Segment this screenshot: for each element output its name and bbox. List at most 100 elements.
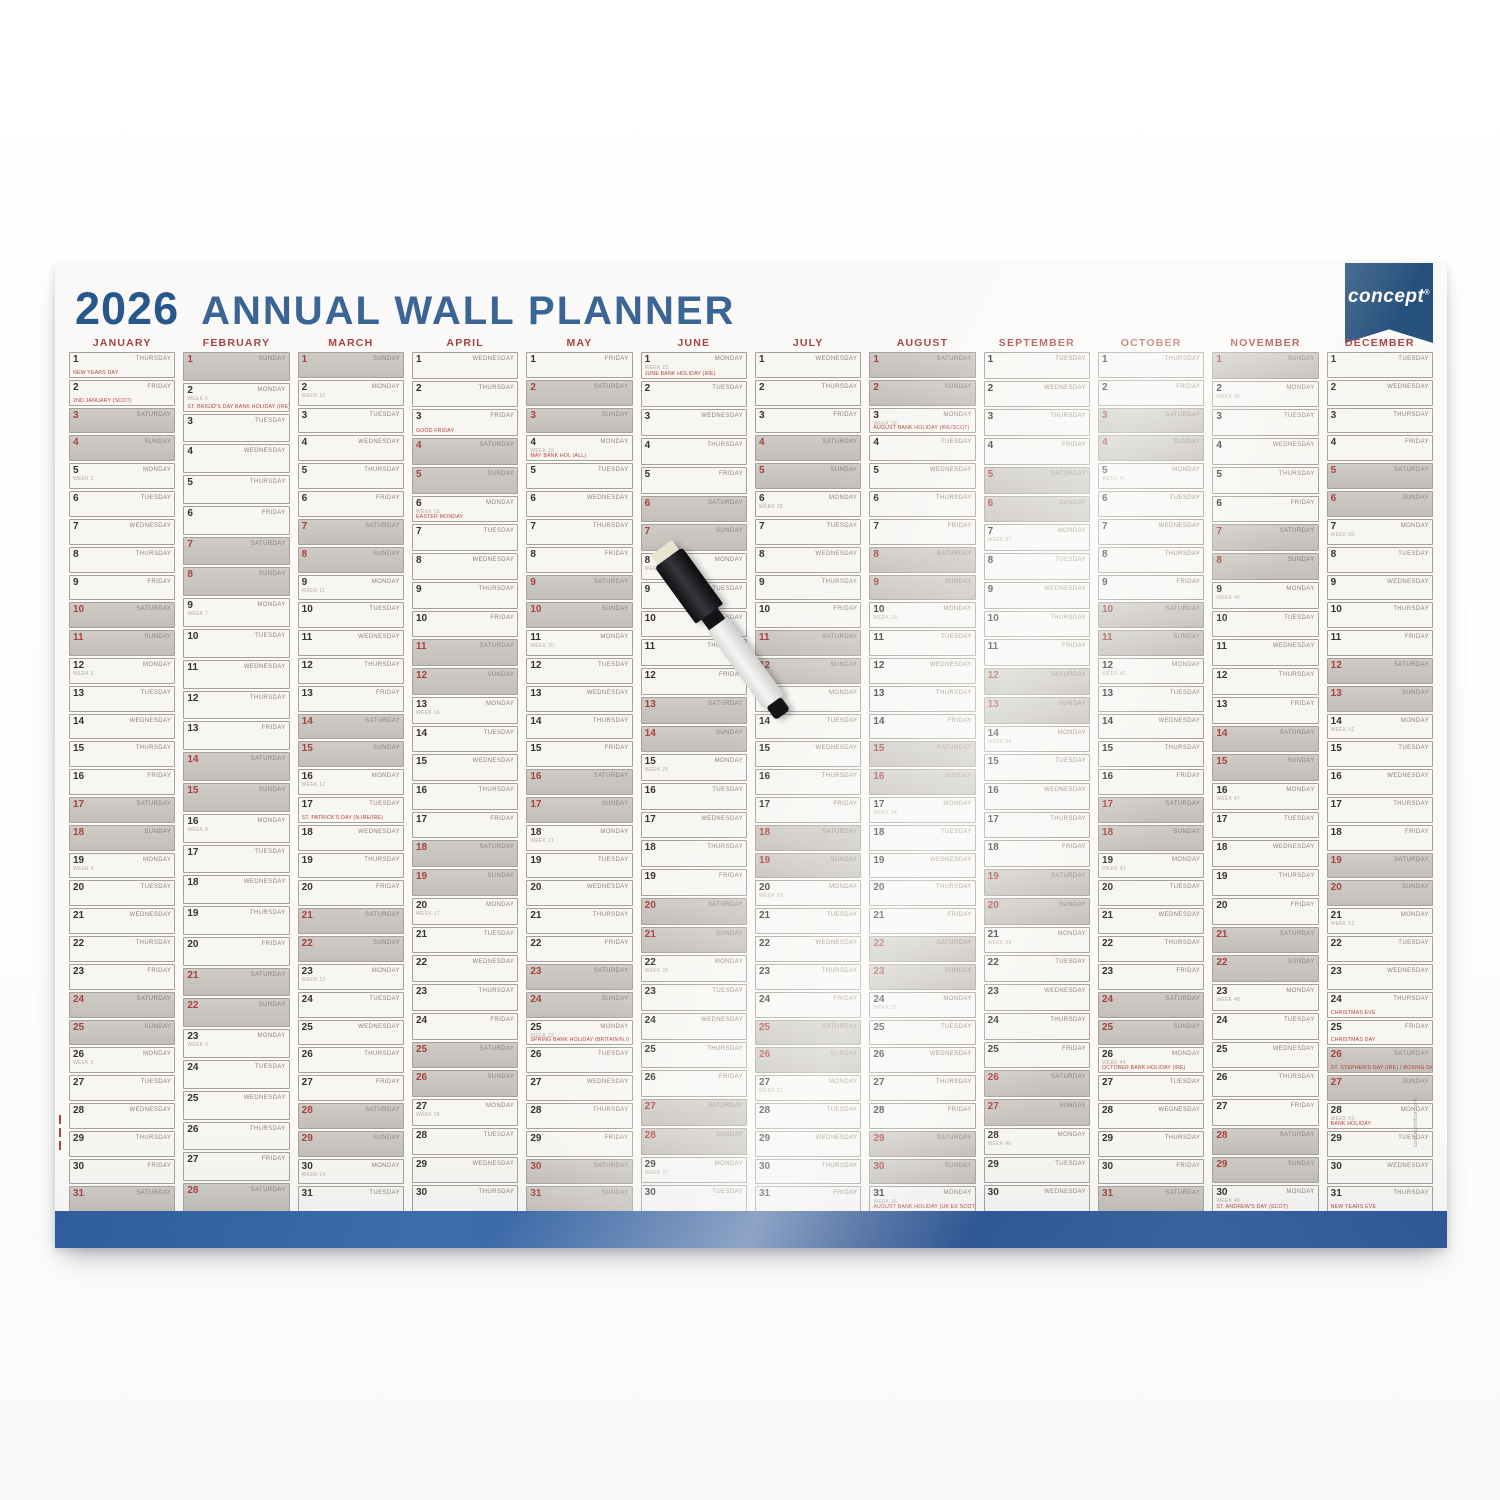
- day-cell: 30 TUESDAY: [640, 1185, 747, 1213]
- day-name: TUESDAY: [1283, 1016, 1315, 1023]
- day-name: MONDAY: [257, 602, 286, 609]
- week-number: WEEK 19: [530, 448, 555, 455]
- day-cell: 21 FRIDAY: [869, 908, 976, 935]
- day-name: SUNDAY: [373, 940, 400, 947]
- day-number: 13: [873, 687, 885, 699]
- week-number: WEEK 47: [1216, 796, 1241, 803]
- day-number: 11: [73, 632, 84, 644]
- day-number: 30: [301, 1160, 313, 1172]
- day-number: 2: [1330, 381, 1337, 393]
- week-number: WEEK 39: [987, 939, 1012, 946]
- day-name: SUNDAY: [1173, 1023, 1201, 1030]
- day-name: FRIDAY: [719, 470, 743, 477]
- day-number: 13: [301, 687, 313, 699]
- day-name: SATURDAY: [365, 522, 400, 529]
- day-number: 10: [873, 604, 885, 616]
- week-number: WEEK 46: [1216, 594, 1241, 601]
- day-number: 21: [416, 928, 428, 940]
- day-name: WEDNESDAY: [586, 689, 629, 696]
- day-number: 22: [187, 1000, 199, 1012]
- day-name: SATURDAY: [365, 717, 400, 724]
- month-header: FEBRUARY: [202, 337, 271, 349]
- footer-bar: [55, 1211, 1447, 1248]
- side-url-text: conceptoffice.com: [1413, 1098, 1419, 1147]
- day-number: 22: [873, 938, 885, 950]
- day-name: TUESDAY: [1055, 1160, 1086, 1167]
- day-cell: 27 MONDAY WEEK 31: [755, 1075, 862, 1101]
- day-name: MONDAY: [600, 439, 629, 446]
- day-name: SATURDAY: [1394, 467, 1429, 474]
- day-number: 12: [759, 659, 771, 671]
- day-cell: 1 MONDAY WEEK 23 JUNE BANK HOLIDAY (IRE): [640, 352, 747, 379]
- day-cell: 19 TUESDAY: [526, 852, 633, 879]
- day-number: 20: [301, 882, 313, 894]
- day-name: TUESDAY: [1283, 815, 1315, 822]
- day-cell: 19 THURSDAY: [183, 906, 290, 935]
- month-days: 1 SUNDAY 2 MONDAY WEEK 10 3 TUESDAY 4 WEDNESDAY 5…: [297, 352, 404, 1213]
- day-number: 9: [530, 576, 536, 588]
- month-column-june: JUNE 1 MONDAY WEEK 23 JUNE BANK HOLIDAY (IRE…: [640, 337, 747, 1213]
- day-cell: 26 THURSDAY: [1212, 1070, 1319, 1098]
- day-number: 21: [1330, 910, 1342, 922]
- day-name: WEDNESDAY: [1272, 844, 1315, 851]
- day-number: 22: [759, 938, 771, 950]
- day-cell: 18 TUESDAY: [869, 824, 976, 851]
- day-cell: 18 WEDNESDAY: [183, 875, 290, 905]
- day-number: 12: [987, 670, 999, 682]
- day-number: 2: [73, 381, 79, 393]
- week-number: WEEK 35: [873, 1004, 898, 1011]
- day-cell: 27 SATURDAY: [640, 1099, 747, 1126]
- day-number: 19: [644, 871, 656, 883]
- day-cell: 7 FRIDAY: [869, 518, 976, 545]
- day-number: 3: [301, 409, 308, 421]
- day-name: SATURDAY: [136, 995, 172, 1002]
- day-name: MONDAY: [714, 356, 743, 362]
- day-number: 19: [1102, 854, 1114, 866]
- day-number: 17: [873, 799, 885, 810]
- day-name: WEDNESDAY: [1044, 384, 1086, 391]
- day-name: SATURDAY: [822, 634, 858, 641]
- day-number: 20: [759, 882, 771, 894]
- day-cell: 6 SUNDAY: [983, 495, 1090, 523]
- day-cell: 24 MONDAY WEEK 35: [869, 991, 976, 1018]
- day-cell: 14 MONDAY WEEK 38: [983, 725, 1090, 753]
- day-cell: 6 SATURDAY: [640, 495, 747, 523]
- day-cell: 15 TUESDAY: [1326, 741, 1433, 768]
- day-name: MONDAY: [1057, 1131, 1086, 1138]
- day-cell: 12 WEDNESDAY: [869, 657, 976, 684]
- week-number: WEEK 41: [1102, 476, 1126, 483]
- day-name: WEDNESDAY: [586, 884, 629, 891]
- day-cell: 9 MONDAY WEEK 11: [297, 574, 404, 601]
- day-name: TUESDAY: [597, 856, 629, 863]
- day-number: 23: [301, 965, 313, 977]
- day-cell: 18 THURSDAY: [640, 840, 747, 868]
- day-name: SATURDAY: [822, 828, 858, 835]
- day-cell: 24 SUNDAY: [526, 991, 633, 1018]
- month-column-february: FEBRUARY 1 SUNDAY 2 MONDAY WEEK 6 ST. BRIGID'S…: [183, 337, 290, 1212]
- month-days: 1 WEDNESDAY 2 THURSDAY 3 FRIDAY 4 SATURDAY 5 SUND…: [755, 352, 862, 1213]
- day-number: 4: [873, 437, 879, 449]
- week-number: WEEK 8: [187, 826, 209, 833]
- day-name: WEDNESDAY: [358, 634, 400, 641]
- day-name: SATURDAY: [1394, 1051, 1429, 1058]
- day-name: SUNDAY: [716, 528, 743, 535]
- day-number: 8: [301, 548, 308, 560]
- day-cell: 4 SUNDAY: [1098, 435, 1205, 462]
- day-cell: 22 WEDNESDAY: [755, 936, 862, 962]
- day-cell: 16 MONDAY WEEK 47: [1212, 783, 1319, 810]
- day-cell: 27 WEDNESDAY: [526, 1075, 633, 1101]
- day-cell: 6 SUNDAY: [1326, 491, 1433, 517]
- day-name: FRIDAY: [833, 411, 858, 418]
- holiday-label: BANK HOLIDAY: [1330, 1120, 1372, 1127]
- day-name: SUNDAY: [144, 439, 172, 446]
- day-cell: 21 MONDAY WEEK 52: [1326, 908, 1433, 935]
- day-cell: 8 SUNDAY: [297, 546, 404, 573]
- day-name: SATURDAY: [365, 912, 400, 919]
- day-name: THURSDAY: [364, 661, 400, 668]
- day-name: SUNDAY: [144, 634, 172, 641]
- day-number: 20: [873, 882, 885, 894]
- month-days: 1 TUESDAY 2 WEDNESDAY 3 THURSDAY 4 FRIDAY 5 SATUR…: [1326, 352, 1433, 1213]
- day-cell: 30 FRIDAY: [1098, 1158, 1205, 1185]
- day-cell: 17 THURSDAY: [1326, 797, 1433, 823]
- day-name: WEDNESDAY: [1387, 578, 1429, 585]
